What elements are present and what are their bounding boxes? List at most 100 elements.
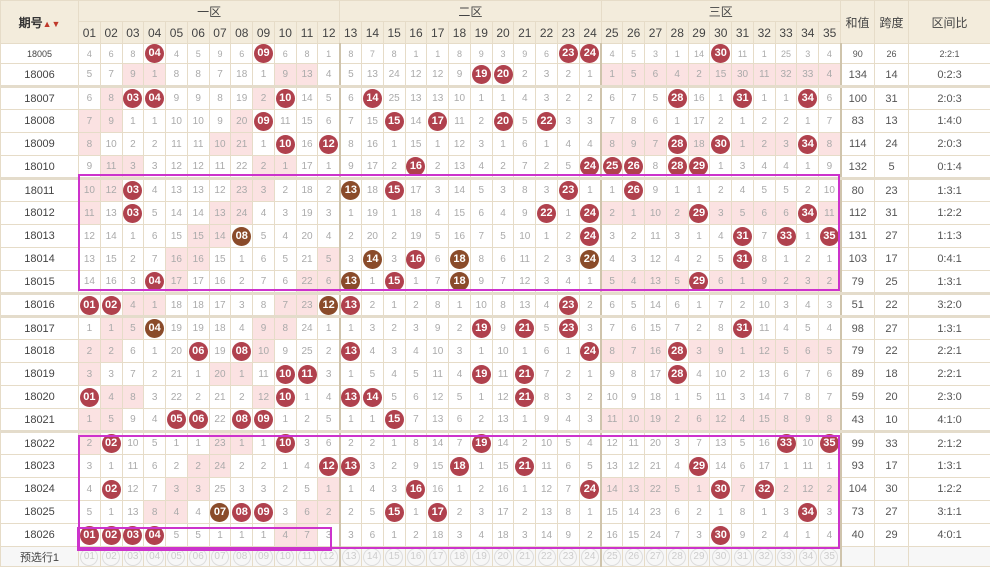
- winning-number-ball: 23: [556, 292, 580, 317]
- miss-count-cell: 10: [600, 385, 624, 409]
- picker-number-toggle[interactable]: 30: [711, 547, 730, 566]
- picker-number-toggle[interactable]: 22: [537, 547, 556, 566]
- picker-number-toggle[interactable]: 11: [298, 547, 317, 566]
- miss-count-cell: 6: [99, 43, 123, 64]
- sum-cell: 104: [839, 477, 876, 501]
- miss-count-cell: 2: [578, 385, 602, 409]
- picker-number-toggle[interactable]: 01: [80, 547, 99, 566]
- miss-count-cell: 7: [535, 362, 558, 386]
- winning-number-ball: 19: [469, 430, 493, 455]
- picker-number-toggle[interactable]: 14: [363, 547, 382, 566]
- ball-icon: 16: [406, 479, 426, 499]
- number-col-header: 25: [600, 21, 624, 44]
- miss-count-cell: 1: [665, 177, 689, 202]
- miss-count-cell: 15: [165, 224, 188, 248]
- period-id: 18023: [0, 454, 79, 478]
- draw-row: 18016 01 02 4 1 18 18 17 3 8 7 23 12 13 2 1 2 8 1 10 8 13 4 23 2…: [0, 292, 990, 317]
- miss-count-cell: 3: [578, 109, 602, 133]
- miss-count-cell: 2: [121, 247, 145, 271]
- miss-count-cell: 1: [709, 500, 733, 524]
- picker-cell: 08: [230, 546, 254, 567]
- miss-count-cell: 5: [731, 430, 754, 455]
- picker-number-toggle[interactable]: 19: [472, 547, 491, 566]
- miss-count-cell: 4: [600, 247, 624, 271]
- miss-count-cell: 12: [165, 155, 188, 179]
- picker-number-toggle[interactable]: 20: [494, 547, 512, 566]
- picker-number-toggle[interactable]: 34: [798, 547, 817, 566]
- picker-number-toggle[interactable]: 31: [733, 547, 752, 566]
- miss-count-cell: 10: [165, 109, 188, 133]
- picker-number-toggle[interactable]: 32: [755, 547, 774, 566]
- picker-number-toggle[interactable]: 12: [319, 547, 338, 566]
- miss-count-cell: 4: [818, 43, 842, 64]
- picker-number-toggle[interactable]: 33: [777, 547, 796, 566]
- picker-number-toggle[interactable]: 17: [428, 547, 447, 566]
- winning-number-ball: 34: [796, 500, 820, 524]
- winning-number-ball: 24: [578, 247, 602, 271]
- miss-count-cell: 2: [752, 109, 776, 133]
- picker-cell: 13: [338, 546, 363, 567]
- miss-count-cell: 4: [469, 523, 493, 547]
- picker-number-toggle[interactable]: 06: [189, 547, 208, 566]
- period-id: 18024: [0, 477, 79, 501]
- miss-count-cell: 13: [99, 201, 123, 225]
- picker-number-toggle[interactable]: 26: [624, 547, 643, 566]
- picker-number-toggle[interactable]: 24: [580, 547, 599, 566]
- miss-count-cell: 13: [752, 362, 776, 386]
- miss-count-cell: 6: [774, 362, 798, 386]
- miss-count-cell: 4: [143, 408, 167, 432]
- miss-count-cell: 6: [448, 408, 471, 432]
- miss-count-cell: 6: [230, 43, 254, 64]
- winning-number-ball: 04: [143, 270, 167, 294]
- picker-number-toggle[interactable]: 10: [276, 547, 295, 566]
- period-header-sortable[interactable]: 期号▲▼: [0, 0, 79, 44]
- winning-number-ball: 22: [535, 201, 558, 225]
- miss-count-cell: 1: [165, 430, 188, 455]
- picker-number-toggle[interactable]: 29: [689, 547, 708, 566]
- number-col-header: 30: [709, 21, 733, 44]
- number-col-header: 19: [469, 21, 493, 44]
- picker-cell: 04: [143, 546, 167, 567]
- picker-number-toggle[interactable]: 15: [385, 547, 404, 566]
- miss-count-cell: 1: [317, 315, 341, 340]
- miss-count-cell: 3: [491, 43, 515, 64]
- miss-count-cell: 8: [448, 43, 471, 64]
- miss-count-cell: 9: [273, 339, 297, 363]
- miss-count-cell: 4: [448, 362, 471, 386]
- picker-number-toggle[interactable]: 28: [668, 547, 687, 566]
- picker-number-toggle[interactable]: 23: [559, 547, 578, 566]
- ball-icon: 01: [79, 296, 99, 315]
- sum-cell: 79: [839, 270, 876, 294]
- sum-cell: 79: [839, 339, 876, 363]
- miss-count-cell: 5: [295, 477, 319, 501]
- picker-number-toggle[interactable]: 25: [603, 547, 622, 566]
- miss-count-cell: 21: [295, 247, 319, 271]
- picker-number-toggle[interactable]: 04: [145, 547, 164, 566]
- picker-number-toggle[interactable]: 05: [167, 547, 186, 566]
- picker-number-toggle[interactable]: 35: [820, 547, 839, 566]
- number-col-header: 31: [731, 21, 754, 44]
- picker-number-toggle[interactable]: 08: [232, 547, 251, 566]
- picker-number-toggle[interactable]: 27: [646, 547, 665, 566]
- picker-number-toggle[interactable]: 03: [123, 547, 142, 566]
- picker-number-toggle[interactable]: 13: [341, 547, 360, 566]
- picker-number-toggle[interactable]: 07: [210, 547, 229, 566]
- winning-number-ball: 05: [165, 408, 188, 432]
- picker-number-toggle[interactable]: 02: [102, 547, 121, 566]
- miss-count-cell: 2: [752, 132, 776, 156]
- picker-number-toggle[interactable]: 21: [515, 547, 534, 566]
- winning-number-ball: 24: [578, 477, 602, 501]
- miss-count-cell: 7: [448, 430, 471, 455]
- miss-count-cell: 1: [338, 201, 363, 225]
- picker-number-toggle[interactable]: 09: [254, 547, 273, 566]
- picker-number-toggle[interactable]: 18: [450, 547, 469, 566]
- miss-count-cell: 4: [665, 454, 689, 478]
- ball-icon: 20: [493, 111, 513, 131]
- picker-number-toggle[interactable]: 16: [406, 547, 425, 566]
- miss-count-cell: 2: [665, 408, 689, 432]
- number-col-header: 29: [687, 21, 711, 44]
- miss-count-cell: 9: [556, 523, 580, 547]
- miss-count-cell: 1: [752, 500, 776, 524]
- span-cell: 33: [874, 430, 910, 455]
- miss-count-cell: 4: [78, 477, 101, 501]
